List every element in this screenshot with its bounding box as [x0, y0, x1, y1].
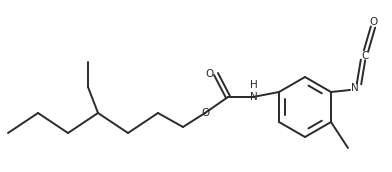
Text: O: O [205, 69, 213, 79]
Text: N: N [250, 92, 258, 102]
Text: O: O [370, 17, 378, 27]
Text: H: H [250, 80, 258, 90]
Text: O: O [201, 108, 209, 117]
Text: N: N [351, 83, 359, 93]
Text: C: C [361, 51, 369, 61]
